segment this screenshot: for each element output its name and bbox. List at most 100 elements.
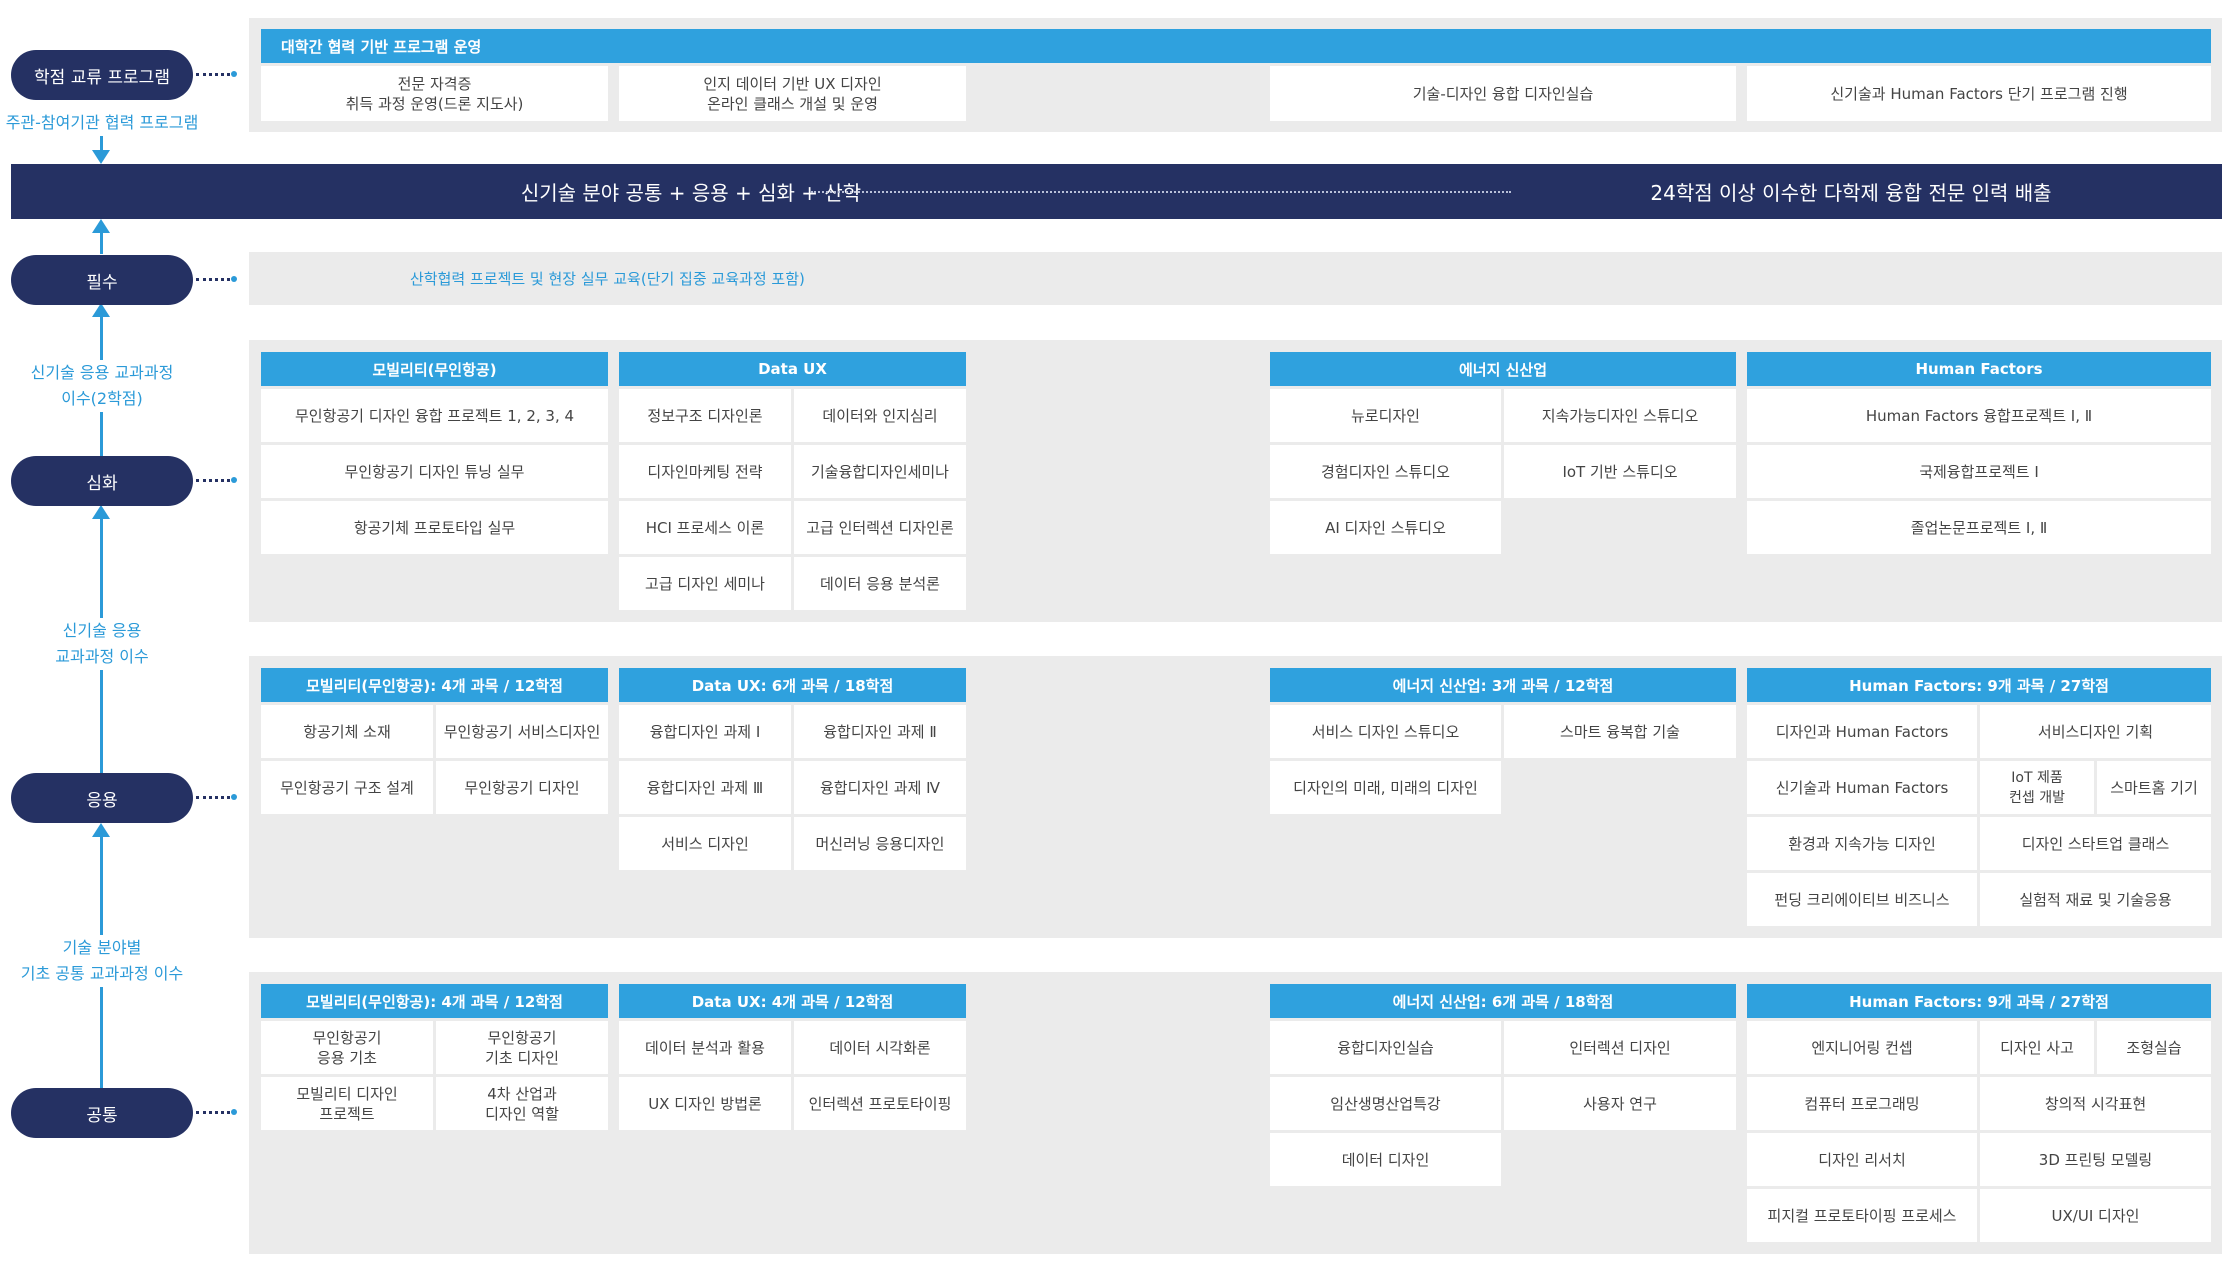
connector-dot — [231, 477, 237, 483]
course-cell: 펀딩 크리에이티브 비즈니스 — [1747, 873, 1977, 926]
course-cell: 데이터 시각화론 — [794, 1021, 966, 1074]
advanced-energy-header: 에너지 신산업 — [1270, 352, 1736, 386]
band-left-text: 신기술 분야 공통 + 응용 + 심화 + 산학 — [520, 181, 862, 205]
course-cell: 디자인 리서치 — [1747, 1133, 1977, 1186]
course-cell: 기술융합디자인세미나 — [794, 445, 966, 498]
advanced-mobility-header: 모빌리티(무인항공) — [261, 352, 608, 386]
exchange-cell: 신기술과 Human Factors 단기 프로그램 진행 — [1747, 66, 2211, 121]
course-cell: 졸업논문프로젝트 Ⅰ, Ⅱ — [1747, 501, 2211, 554]
course-cell: 무인항공기 디자인 — [436, 761, 608, 814]
course-cell: 정보구조 디자인론 — [619, 389, 791, 442]
advanced-caption: 신기술 응용 교과과정 이수(2학점) — [0, 360, 204, 412]
course-cell: 디자인마케팅 전략 — [619, 445, 791, 498]
required-pill: 필수 — [11, 255, 193, 305]
band-dotted-line — [811, 191, 1511, 193]
exchange-program-pill: 학점 교류 프로그램 — [11, 50, 193, 100]
course-cell: 고급 디자인 세미나 — [619, 557, 791, 610]
course-cell: 피지컬 프로토타이핑 프로세스 — [1747, 1189, 1977, 1242]
applied-caption: 신기술 응용 교과과정 이수 — [0, 618, 204, 670]
course-cell: 뉴로디자인 — [1270, 389, 1501, 442]
dotted-connector — [196, 479, 236, 482]
connector-dot — [231, 276, 237, 282]
dotted-connector — [196, 73, 236, 76]
course-cell: 인터렉션 디자인 — [1504, 1021, 1736, 1074]
course-cell: 컴퓨터 프로그래밍 — [1747, 1077, 1977, 1130]
course-cell: 4차 산업과 디자인 역할 — [436, 1077, 608, 1130]
course-cell: 융합디자인실습 — [1270, 1021, 1501, 1074]
exchange-header: 대학간 협력 기반 프로그램 운영 — [261, 29, 2211, 63]
course-cell: 인터렉션 프로토타이핑 — [794, 1077, 966, 1130]
advanced-hf-header: Human Factors — [1747, 352, 2211, 386]
course-cell: 서비스 디자인 스튜디오 — [1270, 705, 1501, 758]
course-cell: 환경과 지속가능 디자인 — [1747, 817, 1977, 870]
dotted-connector — [196, 278, 236, 281]
arrow-up-icon — [92, 303, 110, 317]
connector-dot — [231, 1109, 237, 1115]
course-cell: 신기술과 Human Factors — [1747, 761, 1977, 814]
course-cell: 실험적 재료 및 기술응용 — [1980, 873, 2211, 926]
course-cell: 머신러닝 응용디자인 — [794, 817, 966, 870]
exchange-cell: 기술-디자인 융합 디자인실습 — [1270, 66, 1736, 121]
common-mobility-header: 모빌리티(무인항공): 4개 과목 / 12학점 — [261, 984, 608, 1018]
course-cell: 무인항공기 디자인 융합 프로젝트 1, 2, 3, 4 — [261, 389, 608, 442]
course-cell: AI 디자인 스튜디오 — [1270, 501, 1501, 554]
course-cell: 무인항공기 서비스디자인 — [436, 705, 608, 758]
course-cell: 데이터 응용 분석론 — [794, 557, 966, 610]
course-cell: 경험디자인 스튜디오 — [1270, 445, 1501, 498]
arrow-up-icon — [92, 823, 110, 837]
band-right-text: 24학점 이상 이수한 다학제 융합 전문 인력 배출 — [1650, 181, 2052, 205]
course-cell: UX/UI 디자인 — [1980, 1189, 2211, 1242]
connector-line — [100, 230, 103, 254]
dotted-connector — [196, 796, 236, 799]
course-cell: 디자인 스타트업 클래스 — [1980, 817, 2211, 870]
course-cell: 창의적 시각표현 — [1980, 1077, 2211, 1130]
course-cell: UX 디자인 방법론 — [619, 1077, 791, 1130]
course-cell: 디자인의 미래, 미래의 디자인 — [1270, 761, 1501, 814]
common-energy-header: 에너지 신산업: 6개 과목 / 18학점 — [1270, 984, 1736, 1018]
course-cell: 융합디자인 과제 Ⅲ — [619, 761, 791, 814]
course-cell: 3D 프린팅 모델링 — [1980, 1133, 2211, 1186]
course-cell: IoT 제품 컨셉 개발 — [1980, 761, 2094, 814]
arrow-up-icon — [92, 219, 110, 233]
dotted-connector — [196, 1111, 236, 1114]
course-cell: Human Factors 융합프로젝트 Ⅰ, Ⅱ — [1747, 389, 2211, 442]
course-cell: 서비스 디자인 — [619, 817, 791, 870]
course-cell: 융합디자인 과제 Ⅱ — [794, 705, 966, 758]
course-cell: 데이터 디자인 — [1270, 1133, 1501, 1186]
outcome-band: 신기술 분야 공통 + 응용 + 심화 + 산학 24학점 이상 이수한 다학제… — [11, 164, 2222, 219]
course-cell: 디자인과 Human Factors — [1747, 705, 1977, 758]
course-cell: 임산생명산업특강 — [1270, 1077, 1501, 1130]
course-cell: 지속가능디자인 스튜디오 — [1504, 389, 1736, 442]
course-cell: 디자인 사고 — [1980, 1021, 2094, 1074]
course-cell: IoT 기반 스튜디오 — [1504, 445, 1736, 498]
course-cell: 고급 인터렉션 디자인론 — [794, 501, 966, 554]
advanced-pill: 심화 — [11, 456, 193, 506]
exchange-caption: 주관-참여기관 협력 프로그램 — [0, 110, 204, 136]
course-cell: 융합디자인 과제 Ⅳ — [794, 761, 966, 814]
course-cell: 데이터와 인지심리 — [794, 389, 966, 442]
course-cell: 서비스디자인 기획 — [1980, 705, 2211, 758]
course-cell: 모빌리티 디자인 프로젝트 — [261, 1077, 433, 1130]
required-panel — [249, 252, 2222, 305]
arrow-up-icon — [92, 505, 110, 519]
common-dataux-header: Data UX: 4개 과목 / 12학점 — [619, 984, 966, 1018]
applied-hf-header: Human Factors: 9개 과목 / 27학점 — [1747, 668, 2211, 702]
exchange-cell: 인지 데이터 기반 UX 디자인 온라인 클래스 개설 및 운영 — [619, 66, 966, 121]
course-cell: 융합디자인 과제 Ⅰ — [619, 705, 791, 758]
course-cell: 국제융합프로젝트 Ⅰ — [1747, 445, 2211, 498]
connector-dot — [231, 71, 237, 77]
course-cell: 항공기체 프로토타입 실무 — [261, 501, 608, 554]
required-text: 산학협력 프로젝트 및 현장 실무 교육(단기 집중 교육과정 포함) — [410, 270, 805, 288]
course-cell: HCI 프로세스 이론 — [619, 501, 791, 554]
course-cell: 항공기체 소재 — [261, 705, 433, 758]
course-cell: 무인항공기 응용 기초 — [261, 1021, 433, 1074]
connector-dot — [231, 794, 237, 800]
advanced-dataux-header: Data UX — [619, 352, 966, 386]
course-cell: 데이터 분석과 활용 — [619, 1021, 791, 1074]
connector-line — [100, 128, 103, 160]
common-caption: 기술 분야별 기초 공통 교과과정 이수 — [0, 935, 204, 987]
arrow-down-icon — [92, 150, 110, 164]
course-cell: 스마트 융복합 기술 — [1504, 705, 1736, 758]
course-cell: 무인항공기 기초 디자인 — [436, 1021, 608, 1074]
course-cell: 엔지니어링 컨셉 — [1747, 1021, 1977, 1074]
